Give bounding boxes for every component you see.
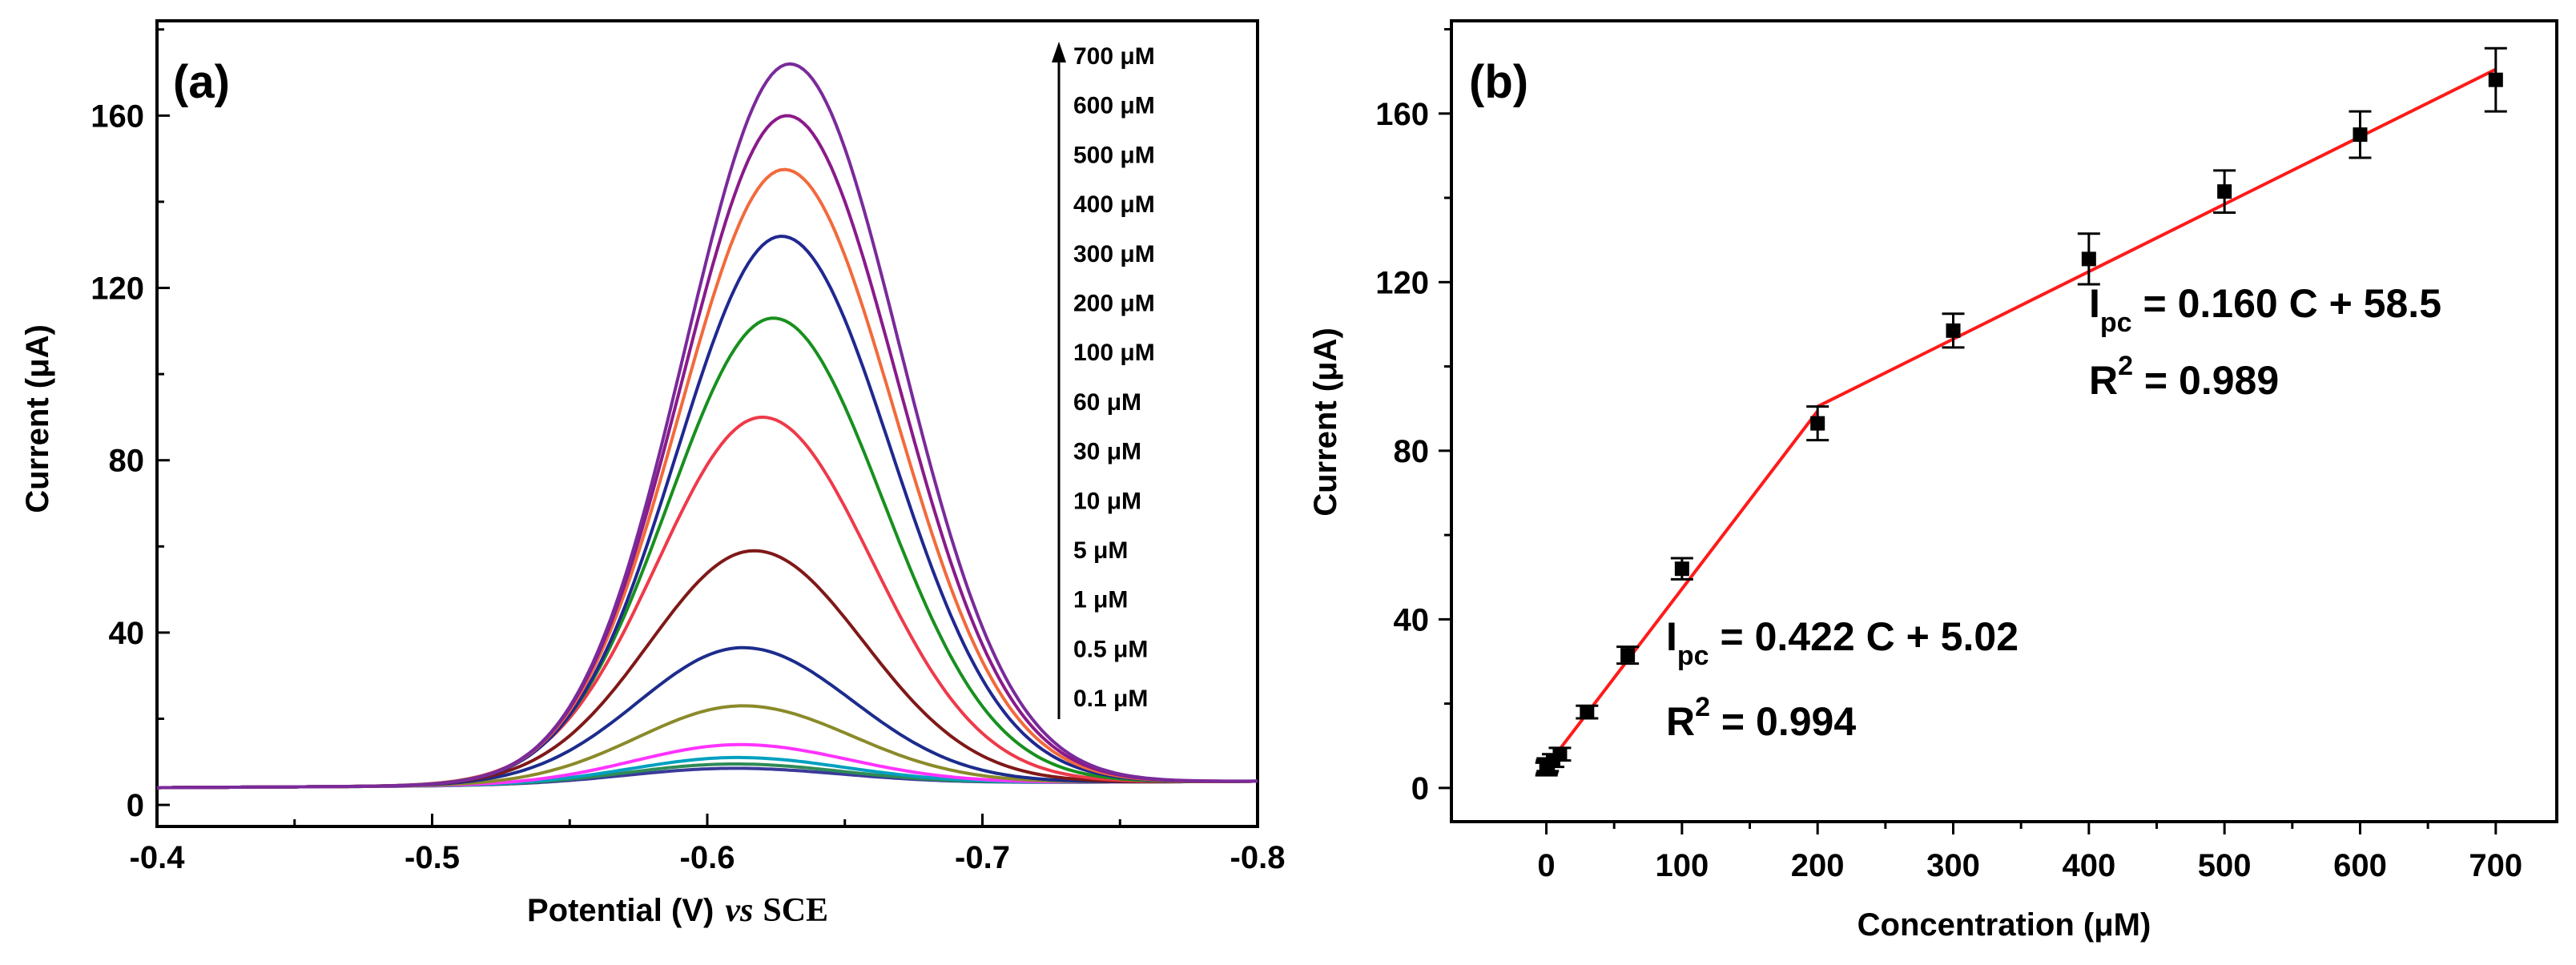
equation-low-fit: Ipc = 0.422 C + 5.02 <box>1666 614 2019 671</box>
x-tick-label: -0.8 <box>1230 840 1286 875</box>
data-point <box>1548 746 1572 762</box>
x-tick-label: -0.5 <box>405 840 460 875</box>
data-point <box>2213 169 2236 214</box>
voltammogram-curve <box>156 62 1258 790</box>
equation-high-r2: R2 = 0.989 <box>2089 351 2279 403</box>
legend-label: 100 μM <box>1073 340 1155 366</box>
y-tick-label: 0 <box>1411 771 1429 806</box>
y-tick-label: 0 <box>127 788 144 823</box>
legend-label: 200 μM <box>1073 291 1155 317</box>
point-marker <box>2081 251 2096 267</box>
panel-b-frame <box>1450 19 2558 823</box>
data-point <box>1616 645 1640 665</box>
y-tick-label: 160 <box>91 99 144 134</box>
point-marker <box>1810 416 1825 431</box>
y-tick-label: 40 <box>109 616 145 651</box>
y-tick-label: 80 <box>109 444 145 479</box>
point-marker <box>1674 561 1689 577</box>
legend-label: 10 μM <box>1073 488 1141 514</box>
y-tick-label: 120 <box>1375 265 1429 300</box>
panel-b-x-axis: 0 100 200 300 400 500 600 700 <box>1537 822 2522 883</box>
legend-label: 600 μM <box>1073 93 1155 119</box>
panel-b: (b) 0 100 200 300 400 500 600 700 0 40 80 120 160 C… <box>1308 19 2558 943</box>
data-point <box>2349 110 2372 159</box>
legend-label: 30 μM <box>1073 439 1141 465</box>
legend-label: 0.5 μM <box>1073 636 1148 662</box>
data-point <box>1576 704 1599 720</box>
legend-label: 1 μM <box>1073 587 1128 613</box>
panel-b-x-axis-label: Concentration (μM) <box>1858 907 2151 943</box>
point-marker <box>2217 184 2232 199</box>
equation-low-range: Ipc = 0.422 C + 5.02 R2 = 0.994 <box>1666 614 2019 744</box>
legend-label: 500 μM <box>1073 142 1155 168</box>
panel-a: (a) -0.4 -0.5 -0.6 -0.7 -0.8 0 40 80 120 160 Pot… <box>20 19 1286 929</box>
panel-b-label: (b) <box>1469 56 1528 108</box>
panel-b-y-axis: 0 40 80 120 160 <box>1375 28 1451 806</box>
x-tick-label: 700 <box>2469 848 2522 883</box>
data-point <box>2077 232 2100 286</box>
legend-label: 5 μM <box>1073 537 1128 564</box>
data-point <box>2484 46 2507 113</box>
data-point <box>1806 405 1829 442</box>
x-tick-label: 300 <box>1926 848 1980 883</box>
point-marker <box>1946 323 1961 338</box>
x-tick-label: -0.7 <box>955 840 1010 875</box>
y-tick-label: 120 <box>91 271 144 307</box>
panel-b-points <box>1535 46 2507 777</box>
x-tick-label: -0.6 <box>680 840 735 875</box>
linear-fit-line <box>1817 67 2497 408</box>
x-tick-label: 600 <box>2333 848 2387 883</box>
x-tick-label: 0 <box>1537 848 1555 883</box>
y-tick-label: 40 <box>1394 602 1430 637</box>
point-marker <box>2488 72 2503 87</box>
panel-a-curves <box>156 62 1258 790</box>
data-point <box>1942 312 1965 349</box>
equation-high-fit: Ipc = 0.160 C + 58.5 <box>2089 281 2441 338</box>
x-tick-label: 200 <box>1791 848 1845 883</box>
arrow-head <box>1052 42 1066 62</box>
point-marker <box>2353 127 2368 143</box>
x-tick-label: -0.4 <box>130 840 186 875</box>
point-marker <box>1552 746 1568 762</box>
legend-label: 300 μM <box>1073 241 1155 267</box>
panel-a-y-axis: 0 40 80 120 160 <box>91 28 170 823</box>
x-tick-label: 100 <box>1655 848 1709 883</box>
equation-high-range: Ipc = 0.160 C + 58.5 R2 = 0.989 <box>2089 281 2441 403</box>
panel-a-x-axis: -0.4 -0.5 -0.6 -0.7 -0.8 <box>130 814 1286 875</box>
panel-a-x-axis-label: Potential (V) vs SCE <box>527 892 828 929</box>
y-tick-label: 160 <box>1375 97 1429 132</box>
panel-a-y-axis-label: Current (μA) <box>20 324 55 513</box>
point-marker <box>1580 705 1595 720</box>
panel-a-legend: 700 μM 600 μM 500 μM 400 μM 300 μM 200 μM 100 … <box>1073 43 1155 712</box>
equation-low-r2: R2 = 0.994 <box>1666 692 1856 744</box>
legend-label: 0.1 μM <box>1073 686 1148 712</box>
x-tick-label: 500 <box>2198 848 2252 883</box>
legend-label: 60 μM <box>1073 389 1141 416</box>
x-tick-label: 400 <box>2062 848 2115 883</box>
concentration-arrow <box>1052 42 1066 719</box>
legend-label: 700 μM <box>1073 43 1155 70</box>
panel-a-label: (a) <box>173 56 230 108</box>
y-tick-label: 80 <box>1394 434 1430 469</box>
point-marker <box>1620 648 1636 663</box>
panel-b-y-axis-label: Current (μA) <box>1308 328 1343 517</box>
data-point <box>1670 557 1693 581</box>
legend-label: 400 μM <box>1073 191 1155 218</box>
